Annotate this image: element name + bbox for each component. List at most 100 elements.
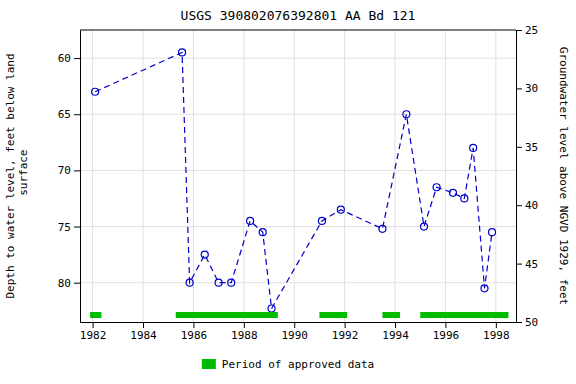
tick-mark — [516, 88, 522, 89]
y-axis-label-line: surface — [17, 150, 30, 203]
tick-mark — [516, 322, 522, 323]
legend-item: Period of approved data — [202, 358, 374, 371]
y2-axis: 25 30 35 40 45 50 — [516, 24, 538, 329]
point — [379, 225, 386, 232]
point — [259, 229, 266, 236]
tick-mark — [74, 227, 80, 228]
tick-mark — [74, 170, 80, 171]
tick: 1996 — [433, 322, 460, 342]
tick: 70 — [58, 164, 80, 177]
tick: 1992 — [332, 322, 359, 342]
tick-label: 45 — [525, 258, 538, 271]
x-axis: 198219841986198819901992199419961998 — [80, 322, 517, 342]
span-series — [90, 312, 508, 318]
tick-label: 80 — [58, 277, 71, 290]
point — [489, 229, 496, 236]
tick: 50 — [516, 316, 538, 329]
approved-period — [382, 312, 400, 318]
tick-mark — [193, 322, 194, 328]
grid-line-y — [80, 226, 516, 227]
point — [337, 206, 344, 213]
tick-label: 1990 — [281, 329, 308, 342]
grid-line-y — [80, 170, 516, 171]
approved-period — [319, 312, 347, 318]
point — [228, 279, 235, 286]
tick: 30 — [516, 82, 538, 95]
point — [433, 184, 440, 191]
grid-line-y — [80, 58, 516, 59]
tick-label: 35 — [525, 141, 538, 154]
tick: 1994 — [382, 322, 409, 342]
tick: 35 — [516, 141, 538, 154]
legend-label: Period of approved data — [222, 358, 374, 371]
grid-line-x — [445, 30, 446, 322]
title: USGS 390802076392801 AA Bd 121 — [181, 8, 416, 23]
legend: Period of approved data — [202, 358, 374, 371]
tick-mark — [93, 322, 94, 328]
tick-mark — [345, 322, 346, 328]
point — [179, 49, 186, 56]
tick: 1998 — [483, 322, 510, 342]
tick-mark — [143, 322, 144, 328]
grid-line-x — [193, 30, 194, 322]
tick: 80 — [58, 277, 80, 290]
tick-label: 1988 — [231, 329, 258, 342]
tick-mark — [74, 283, 80, 284]
grid-line-x — [143, 30, 144, 322]
tick-mark — [496, 322, 497, 328]
tick-label: 1998 — [483, 329, 510, 342]
tick-label: 25 — [525, 24, 538, 37]
grid-line-x — [92, 30, 93, 322]
tick-label: 1994 — [382, 329, 409, 342]
grid-line-x — [243, 30, 244, 322]
grid-line-y — [80, 114, 516, 115]
tick-label: 30 — [525, 82, 538, 95]
tick-label: 65 — [58, 108, 71, 121]
tick-mark — [516, 205, 522, 206]
tick-label: 60 — [58, 52, 71, 65]
tick-mark — [445, 322, 446, 328]
axis-line — [516, 31, 517, 323]
tick: 75 — [58, 221, 80, 234]
grid-line-x — [495, 30, 496, 322]
point — [470, 144, 477, 151]
tick-label: 1984 — [130, 329, 157, 342]
line-series — [92, 49, 496, 312]
grid-line-y — [80, 282, 516, 283]
chart: 1982198419861988199019921994199619986065… — [0, 0, 576, 384]
tick: 45 — [516, 258, 538, 271]
tick-label: 1986 — [181, 329, 208, 342]
plot: 1982198419861988199019921994199619986065… — [4, 24, 570, 342]
frame-top — [80, 30, 516, 31]
tick: 25 — [516, 24, 538, 37]
point — [186, 279, 193, 286]
y-axis: 60 65 70 75 80 — [58, 31, 81, 323]
tick: 40 — [516, 199, 538, 212]
tick: 1990 — [281, 322, 308, 342]
approved-period — [90, 312, 101, 318]
tick-label: 70 — [58, 164, 71, 177]
axis-line — [80, 31, 81, 323]
approved-period — [420, 312, 508, 318]
legend-swatch — [202, 359, 216, 369]
point — [268, 305, 275, 312]
point — [92, 88, 99, 95]
tick: 60 — [58, 52, 80, 65]
grid — [80, 30, 516, 322]
y2-axis-label: Groundwater level above NGVD 1929, feet — [557, 47, 570, 305]
tick-mark — [294, 322, 295, 328]
grid-line-x — [294, 30, 295, 322]
point — [421, 223, 428, 230]
grid-line-x — [344, 30, 345, 322]
tick-mark — [74, 114, 80, 115]
data — [90, 49, 508, 318]
point — [201, 251, 208, 258]
axis-line — [81, 322, 517, 323]
tick-mark — [395, 322, 396, 328]
tick-mark — [244, 322, 245, 328]
y-axis-label: Depth to water level, feet below land su… — [4, 53, 30, 298]
point — [215, 279, 222, 286]
line — [95, 52, 492, 308]
approved-period — [176, 312, 278, 318]
tick-label: 1992 — [332, 329, 359, 342]
